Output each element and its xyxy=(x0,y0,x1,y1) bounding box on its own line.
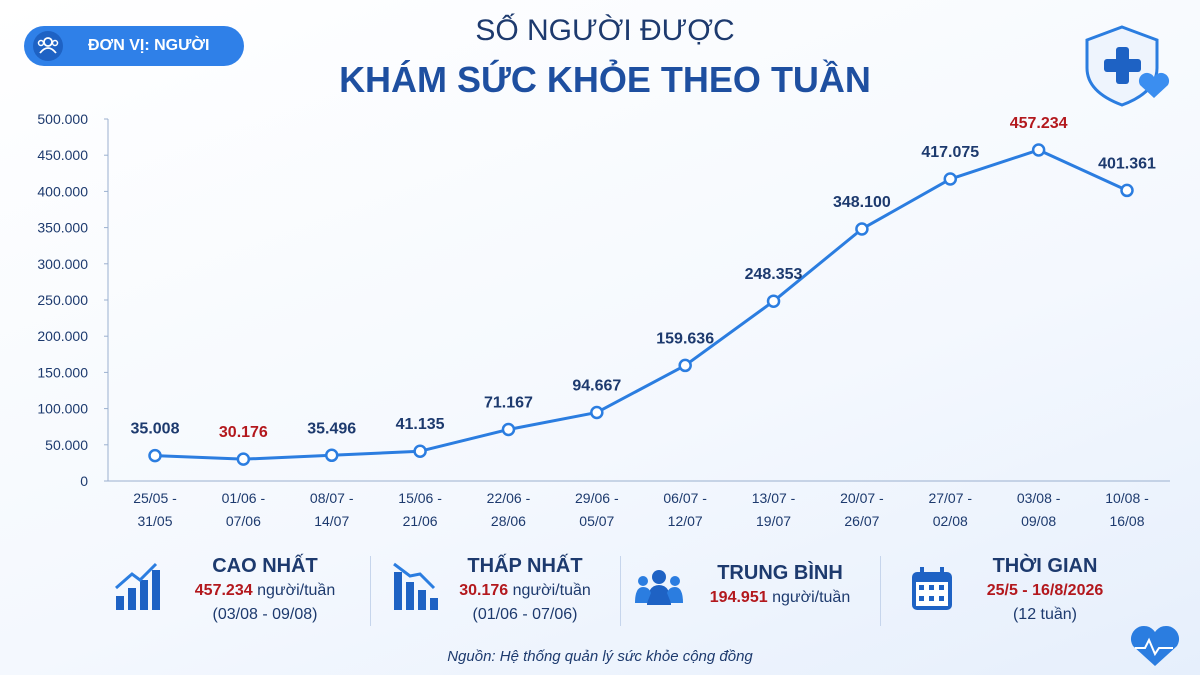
x-tick-label: 29/06 - xyxy=(575,490,619,506)
y-tick-label: 350.000 xyxy=(37,220,88,236)
y-tick-label: 150.000 xyxy=(37,364,88,380)
x-tick-label: 09/08 xyxy=(1021,513,1056,529)
summary-card: CAO NHẤT 457.234 người/tuần (03/08 - 09/… xyxy=(110,553,370,627)
value-label: 94.667 xyxy=(572,377,621,394)
badge-text: ĐƠN VỊ: NGƯỜI xyxy=(88,37,210,54)
chart-title: KHÁM SỨC KHỎE THEO TUẦN xyxy=(339,58,871,100)
rise-icon xyxy=(115,562,160,610)
summary-card: TRUNG BÌNH 194.951 người/tuần xyxy=(630,560,880,610)
data-point xyxy=(324,448,339,463)
chart-title: SỐ NGƯỜI ĐƯỢC xyxy=(475,13,734,47)
card-note: (12 tuần) xyxy=(1012,606,1078,623)
data-point xyxy=(148,448,162,463)
divider xyxy=(880,556,881,626)
x-tick-label: 16/08 xyxy=(1109,513,1144,529)
y-tick-label: 400.000 xyxy=(37,183,88,199)
shield-logo xyxy=(1085,25,1170,107)
source: Nguồn: Hệ thống quản lý sức khỏe cộng đồ… xyxy=(447,648,753,665)
card-title: THẤP NHẤT xyxy=(467,555,583,577)
data-point xyxy=(1120,183,1134,198)
x-tick-label: 10/08 - xyxy=(1105,490,1149,506)
card-value: 25/5 - 16/8/2026 xyxy=(986,582,1104,599)
data-point xyxy=(943,172,958,186)
x-tick-label: 28/06 xyxy=(491,513,526,529)
card-title: TRUNG BÌNH xyxy=(717,562,843,584)
x-tick-label: 06/07 - xyxy=(663,490,707,506)
data-point xyxy=(766,294,781,308)
summary-card: THỜI GIAN 25/5 - 16/8/2026 (12 tuần) xyxy=(900,553,1140,627)
y-tick-label: 100.000 xyxy=(37,401,88,417)
x-tick-label: 03/08 - xyxy=(1017,490,1061,506)
x-tick-label: 02/08 xyxy=(933,513,968,529)
x-tick-label: 15/06 - xyxy=(398,490,442,506)
x-tick-label: 05/07 xyxy=(579,513,614,529)
data-point xyxy=(1031,143,1046,157)
divider xyxy=(370,556,371,626)
x-tick-label: 19/07 xyxy=(756,513,791,529)
card-note: (03/08 - 09/08) xyxy=(212,606,318,623)
value-label: 35.008 xyxy=(131,421,180,438)
y-tick-label: 200.000 xyxy=(37,328,88,344)
people-icon xyxy=(635,570,683,605)
card-value: 457.234 xyxy=(194,582,253,599)
x-tick-label: 22/06 - xyxy=(487,490,531,506)
data-point xyxy=(413,444,427,458)
y-tick-label: 300.000 xyxy=(37,256,88,272)
value-label: 348.100 xyxy=(833,194,891,211)
x-tick-label: 21/06 xyxy=(403,513,438,529)
value-label: 457.234 xyxy=(1010,115,1068,132)
card-note: (01/06 - 07/06) xyxy=(472,606,578,623)
y-tick-label: 450.000 xyxy=(37,147,88,163)
card-title: THỜI GIAN xyxy=(992,555,1098,577)
x-tick-label: 07/06 xyxy=(226,513,261,529)
y-tick-label: 250.000 xyxy=(37,292,88,308)
x-tick-label: 27/07 - xyxy=(928,490,972,506)
value-label: 35.496 xyxy=(307,420,356,437)
x-tick-label: 12/07 xyxy=(668,513,703,529)
unit-badge: ĐƠN VỊ: NGƯỜI xyxy=(24,26,244,66)
data-point xyxy=(501,422,516,437)
y-tick-label: 500.000 xyxy=(37,111,88,127)
data-point xyxy=(855,222,869,236)
card-title: CAO NHẤT xyxy=(212,555,318,577)
fall-icon xyxy=(393,562,438,610)
chart: SỐ NGƯỜI ĐƯỢC KHÁM SỨC KHỎE THEO TUẦN 05… xyxy=(37,13,1170,529)
x-tick-label: 20/07 - xyxy=(840,490,884,506)
x-tick-label: 13/07 - xyxy=(752,490,796,506)
data-point xyxy=(590,405,604,420)
summary-card: THẤP NHẤT 30.176 người/tuần (01/06 - 07/… xyxy=(380,553,620,627)
calendar-icon xyxy=(912,567,952,610)
value-label: 401.361 xyxy=(1098,155,1156,172)
y-tick-label: 0 xyxy=(80,473,88,489)
divider xyxy=(620,556,621,626)
x-tick-label: 26/07 xyxy=(844,513,879,529)
data-point xyxy=(236,452,251,466)
value-label: 159.636 xyxy=(656,330,714,347)
card-unit: người/tuần xyxy=(257,582,336,599)
value-label: 71.167 xyxy=(484,394,533,411)
data-line xyxy=(154,148,1128,461)
value-label: 41.135 xyxy=(396,416,445,433)
x-tick-label: 01/06 - xyxy=(222,490,266,506)
value-label: 248.353 xyxy=(745,266,803,283)
card-unit: người/tuần xyxy=(772,589,851,606)
card-value: 30.176 xyxy=(459,582,509,599)
value-label: 417.075 xyxy=(921,144,979,161)
data-point xyxy=(678,358,692,373)
y-tick-label: 50.000 xyxy=(45,437,88,453)
x-tick-label: 25/05 - xyxy=(133,490,177,506)
card-value: 194.951 xyxy=(709,589,768,606)
x-tick-label: 14/07 xyxy=(314,513,349,529)
x-tick-label: 31/05 xyxy=(137,513,172,529)
people-icon xyxy=(33,31,63,61)
heart-icon xyxy=(1130,625,1180,666)
x-tick-label: 08/07 - xyxy=(310,490,354,506)
value-label: 30.176 xyxy=(219,424,268,441)
card-unit: người/tuần xyxy=(512,582,591,599)
